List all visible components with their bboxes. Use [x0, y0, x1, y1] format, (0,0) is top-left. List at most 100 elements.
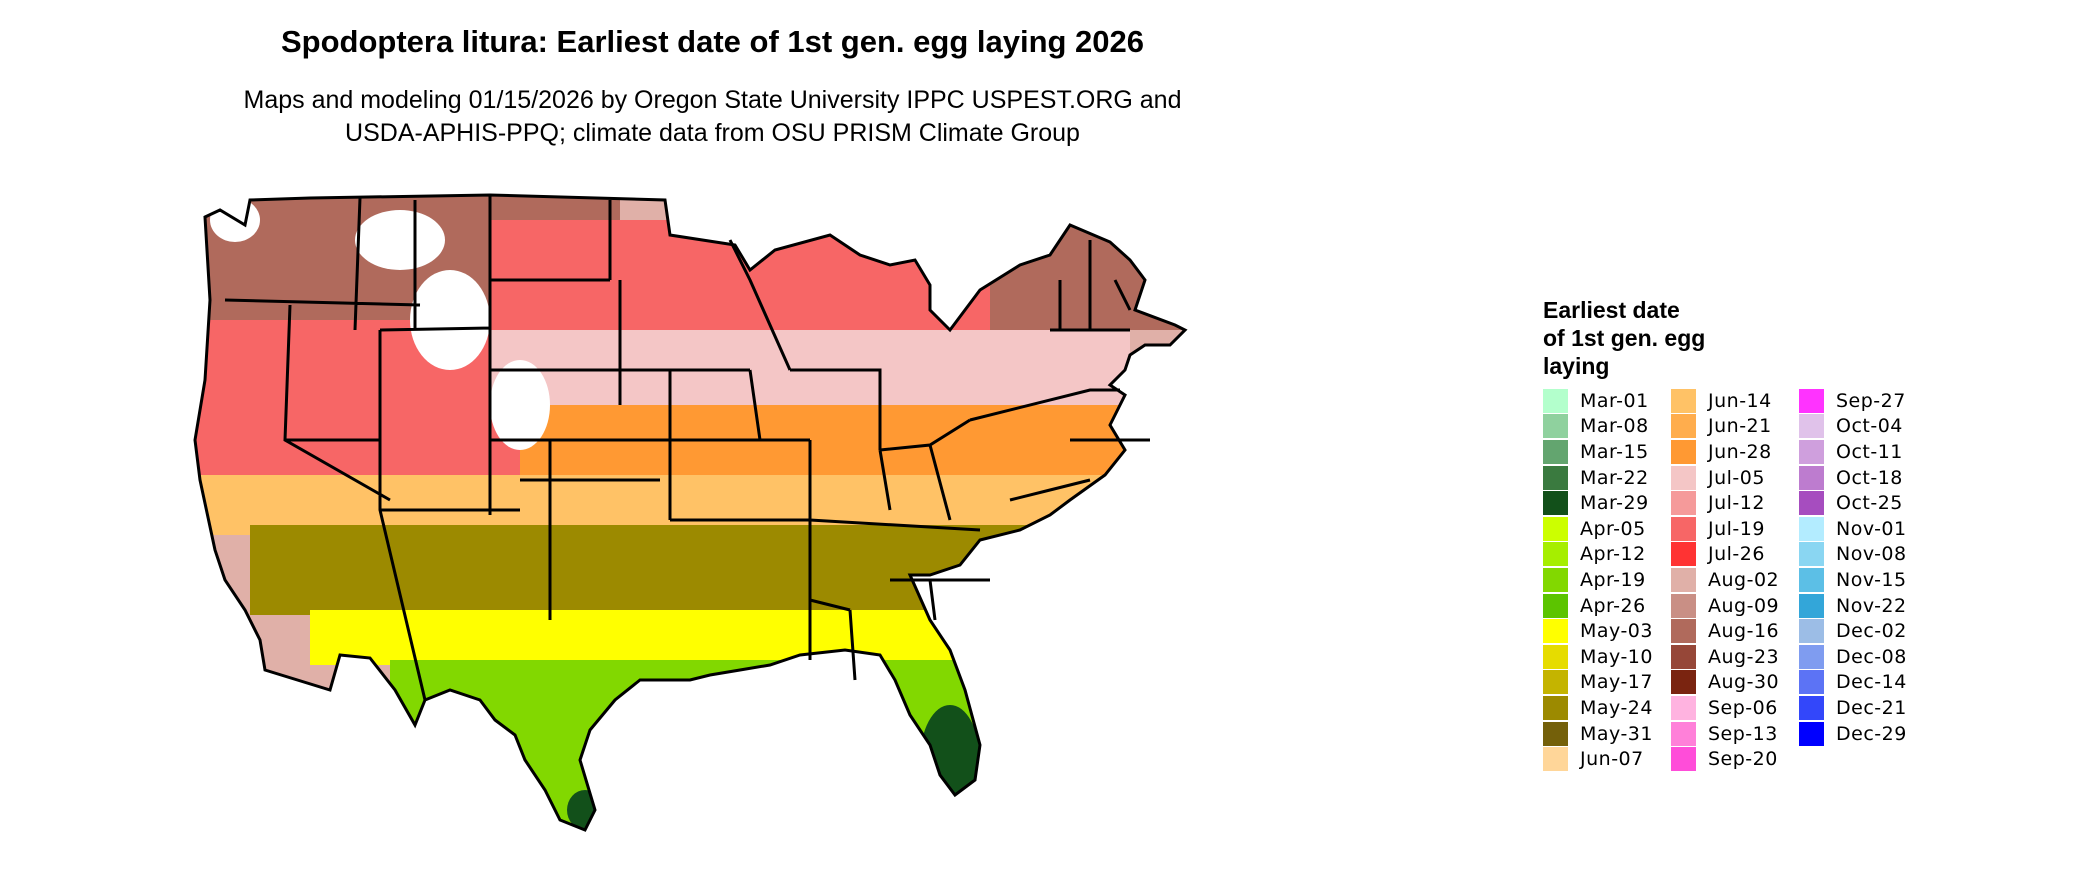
legend-swatch	[1543, 516, 1568, 541]
legend-label: Dec-08	[1836, 645, 1907, 668]
legend-title-line-3: laying	[1543, 353, 1610, 379]
legend-swatch	[1799, 516, 1824, 541]
legend-swatch	[1543, 644, 1568, 669]
legend-item: Mar-22	[1543, 465, 1653, 491]
legend-swatch	[1671, 516, 1696, 541]
legend-swatch	[1671, 593, 1696, 618]
legend-swatch	[1543, 619, 1568, 644]
legend-swatch	[1543, 721, 1568, 746]
map-band-green	[390, 660, 1010, 830]
legend-item: Jul-05	[1671, 465, 1779, 491]
map-band-olive	[250, 525, 1150, 615]
legend-item: May-17	[1543, 670, 1653, 696]
legend-item: Mar-29	[1543, 490, 1653, 516]
legend-label: May-17	[1580, 671, 1653, 694]
legend-item: Mar-01	[1543, 388, 1653, 414]
legend-column-1: Mar-01 Mar-08 Mar-15 Mar-22 Mar-29 Apr-05 Apr-…	[1543, 388, 1653, 772]
legend-label: Aug-30	[1708, 671, 1780, 694]
legend-item: Jun-14	[1671, 388, 1779, 414]
legend-column-3: Sep-27 Oct-04 Oct-11 Oct-18 Oct-25 Nov-01 Nov-…	[1799, 388, 1907, 746]
legend-item: Dec-29	[1799, 721, 1907, 747]
legend-label: Sep-06	[1708, 696, 1778, 719]
legend-item: Apr-19	[1543, 567, 1653, 593]
subtitle-line-1: Maps and modeling 01/15/2026 by Oregon S…	[243, 86, 1182, 114]
legend-swatch	[1799, 619, 1824, 644]
legend-swatch	[1543, 465, 1568, 490]
legend-item: Aug-16	[1671, 618, 1779, 644]
subtitle-line-2: USDA-APHIS-PPQ; climate data from OSU PR…	[345, 119, 1080, 147]
legend-swatch	[1799, 593, 1824, 618]
legend-item: Oct-04	[1799, 414, 1907, 440]
legend-swatch	[1671, 465, 1696, 490]
legend-label: Oct-11	[1836, 440, 1903, 463]
legend-swatch	[1799, 491, 1824, 516]
legend-item: Oct-18	[1799, 465, 1907, 491]
legend-swatch	[1671, 619, 1696, 644]
legend-item: May-03	[1543, 618, 1653, 644]
legend-item: May-10	[1543, 644, 1653, 670]
legend-label: Jun-14	[1708, 389, 1772, 412]
legend-item: Sep-27	[1799, 388, 1907, 414]
legend-label: Aug-09	[1708, 594, 1780, 617]
legend-item: Apr-26	[1543, 593, 1653, 619]
legend-label: Aug-23	[1708, 645, 1780, 668]
legend-label: May-10	[1580, 645, 1653, 668]
map-snow-patch-3	[490, 360, 550, 450]
legend-label: Jun-07	[1580, 748, 1644, 771]
legend-label: Apr-05	[1580, 517, 1646, 540]
legend-column-2: Jun-14 Jun-21 Jun-28 Jul-05 Jul-12 Jul-19 Jul-…	[1671, 388, 1779, 772]
us-map	[193, 193, 1187, 832]
legend-swatch	[1543, 388, 1568, 413]
legend-swatch	[1543, 747, 1568, 772]
legend-swatch	[1799, 695, 1824, 720]
legend-swatch	[1671, 388, 1696, 413]
legend-label: Nov-01	[1836, 517, 1907, 540]
legend-swatch	[1671, 670, 1696, 695]
legend-label: Oct-25	[1836, 492, 1903, 515]
legend-swatch	[1543, 542, 1568, 567]
legend-item: Aug-09	[1671, 593, 1779, 619]
legend-swatch	[1543, 670, 1568, 695]
legend-item: Dec-14	[1799, 670, 1907, 696]
legend-label: Jul-05	[1708, 466, 1765, 489]
legend-item: Dec-02	[1799, 618, 1907, 644]
legend-item: Jul-19	[1671, 516, 1779, 542]
legend-label: Mar-01	[1580, 389, 1649, 412]
legend-swatch	[1671, 542, 1696, 567]
legend-item: Jul-26	[1671, 542, 1779, 568]
legend-label: Apr-19	[1580, 568, 1646, 591]
legend-label: Mar-08	[1580, 415, 1649, 438]
legend-item: Dec-08	[1799, 644, 1907, 670]
legend-item: Jun-07	[1543, 746, 1653, 772]
legend-swatch	[1799, 439, 1824, 464]
legend-label: Aug-16	[1708, 620, 1780, 643]
legend-label: May-24	[1580, 696, 1653, 719]
legend-label: Jul-12	[1708, 492, 1765, 515]
legend-label: Oct-18	[1836, 466, 1903, 489]
legend-swatch	[1799, 388, 1824, 413]
legend-label: Apr-12	[1580, 543, 1646, 566]
legend-swatch	[1799, 465, 1824, 490]
state-borders	[193, 193, 1187, 832]
legend-swatch	[1543, 439, 1568, 464]
legend-item: Apr-05	[1543, 516, 1653, 542]
map-subtitle: Maps and modeling 01/15/2026 by Oregon S…	[0, 84, 1425, 150]
legend-label: Dec-29	[1836, 722, 1907, 745]
legend-label: Dec-02	[1836, 620, 1907, 643]
legend-swatch	[1671, 491, 1696, 516]
map-band-yellow	[310, 610, 1010, 665]
legend-swatch	[1799, 542, 1824, 567]
legend-label: Jun-28	[1708, 440, 1772, 463]
legend-swatch	[1543, 593, 1568, 618]
legend-title-line-1: Earliest date	[1543, 297, 1680, 323]
legend-title-line-2: of 1st gen. egg	[1543, 325, 1706, 351]
legend-label: Sep-13	[1708, 722, 1778, 745]
legend-item: Nov-08	[1799, 542, 1907, 568]
legend-label: Mar-29	[1580, 492, 1649, 515]
legend-item: Aug-02	[1671, 567, 1779, 593]
legend-swatch	[1671, 644, 1696, 669]
legend-label: Aug-02	[1708, 568, 1780, 591]
legend-label: Nov-22	[1836, 594, 1907, 617]
legend-label: Nov-15	[1836, 568, 1907, 591]
legend-swatch	[1671, 695, 1696, 720]
